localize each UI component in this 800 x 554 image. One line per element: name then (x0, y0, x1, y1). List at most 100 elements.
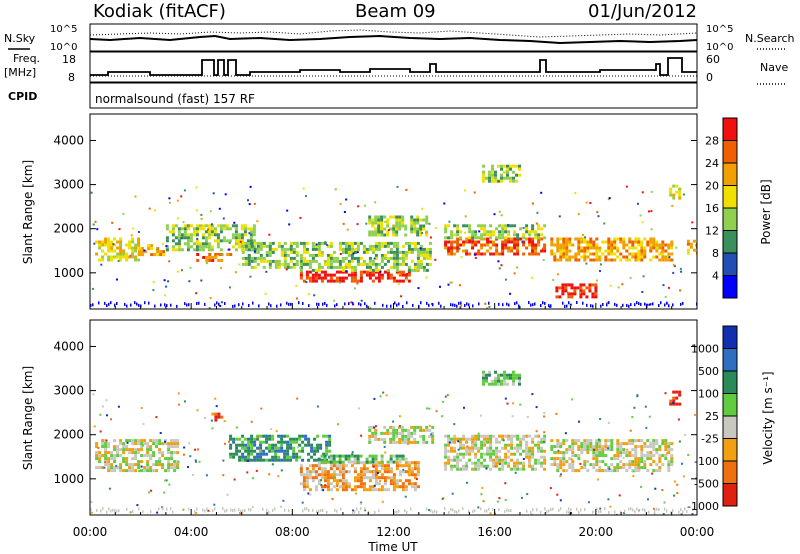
power-cell (504, 224, 508, 228)
velocity-cell (468, 458, 472, 462)
velocity-cell (235, 449, 239, 453)
power-scatter-cell (421, 207, 424, 210)
power-cell (477, 236, 481, 240)
power-scatter-cell (421, 232, 424, 234)
power-cell (501, 240, 505, 244)
velocity-cell (664, 454, 668, 458)
velocity-cell (326, 485, 330, 489)
power-cell (217, 259, 221, 262)
power-cell (253, 241, 257, 245)
power-cell (407, 244, 411, 248)
velocity-cell (562, 442, 566, 446)
power-cell (368, 273, 372, 277)
power-cell (498, 230, 502, 234)
velocity-cell (392, 454, 396, 458)
power-scatter-cell (680, 270, 683, 273)
power-cell (259, 247, 263, 251)
power-cell (344, 262, 348, 266)
velocity-cell (259, 446, 263, 450)
power-cell (216, 236, 220, 240)
velocity-scatter-cell (235, 426, 238, 429)
velocity-cell (413, 425, 417, 429)
velocity-cell (134, 442, 138, 446)
power-cell (486, 240, 490, 244)
velocity-cell (298, 437, 302, 441)
velocity-scatter-cell (633, 406, 636, 409)
velocity-ground-cell (360, 507, 362, 511)
velocity-cell (137, 460, 141, 464)
power-ground-cell (456, 304, 458, 308)
velocity-scatter-cell (502, 439, 505, 442)
power-cell (550, 252, 554, 256)
velocity-cell (510, 443, 514, 447)
velocity-cell (338, 473, 342, 477)
power-cell (395, 265, 399, 269)
power-cell (419, 250, 423, 254)
power-cell (302, 256, 306, 260)
power-scatter-cell (239, 240, 242, 243)
velocity-cell (516, 464, 520, 468)
velocity-cell (537, 449, 541, 453)
velocity-cell (395, 440, 399, 444)
velocity-cell (344, 457, 348, 461)
velocity-cell (413, 461, 417, 465)
velocity-cell (107, 463, 111, 467)
power-cell (652, 240, 656, 244)
power-cell (506, 167, 509, 171)
power-cell (250, 247, 254, 251)
velocity-cell (598, 445, 602, 449)
power-ground-cell (160, 303, 162, 307)
power-cell (189, 224, 193, 228)
power-cell (592, 240, 596, 244)
velocity-scatter-cell (570, 512, 573, 515)
velocity-cell (489, 437, 493, 441)
velocity-cell (167, 451, 171, 455)
velocity-scatter-cell (647, 498, 649, 501)
power-scatter-cell (200, 213, 203, 216)
power-cell (347, 273, 351, 277)
velocity-cell (518, 373, 521, 377)
velocity-cell (401, 464, 405, 468)
power-cell (628, 246, 632, 250)
velocity-scatter-cell (140, 465, 143, 468)
velocity-cell (456, 464, 460, 468)
velocity-cell (299, 482, 303, 486)
velocity-ground-cell (658, 508, 660, 511)
power-cell (413, 262, 417, 266)
velocity-cell (95, 457, 99, 461)
power-cell (326, 256, 330, 260)
power-cell (422, 256, 426, 260)
velocity-scatter-cell (336, 485, 339, 488)
power-cell (565, 240, 569, 244)
power-ground-cell (364, 302, 366, 306)
power-cell (119, 252, 123, 256)
velocity-cell (325, 452, 329, 456)
power-cell (228, 239, 232, 243)
velocity-cell (341, 470, 345, 474)
power-cell (356, 262, 360, 266)
velocity-scatter-cell (426, 407, 429, 410)
velocity-cell (247, 443, 251, 447)
velocity-ground-cell (568, 507, 570, 511)
power-cell (338, 247, 342, 251)
velocity-cell (167, 469, 171, 473)
velocity-cell (125, 463, 129, 467)
power-cell (407, 250, 411, 254)
power-cell (249, 230, 253, 234)
velocity-cell (149, 448, 153, 452)
power-cell (565, 255, 569, 259)
velocity-cell (474, 434, 478, 438)
velocity-ground-cell (614, 510, 616, 514)
power-cell (489, 252, 493, 256)
power-cell (580, 255, 584, 259)
power-cell (137, 258, 141, 262)
power-ground-cell (302, 302, 304, 305)
velocity-scatter-cell (428, 509, 431, 512)
power-cell (201, 233, 205, 237)
power-ground-cell (390, 304, 392, 308)
power-scatter-cell (434, 258, 437, 261)
power-cell (672, 196, 676, 200)
power-cell (669, 190, 673, 194)
velocity-cell (456, 461, 460, 465)
velocity-cell (528, 455, 532, 459)
